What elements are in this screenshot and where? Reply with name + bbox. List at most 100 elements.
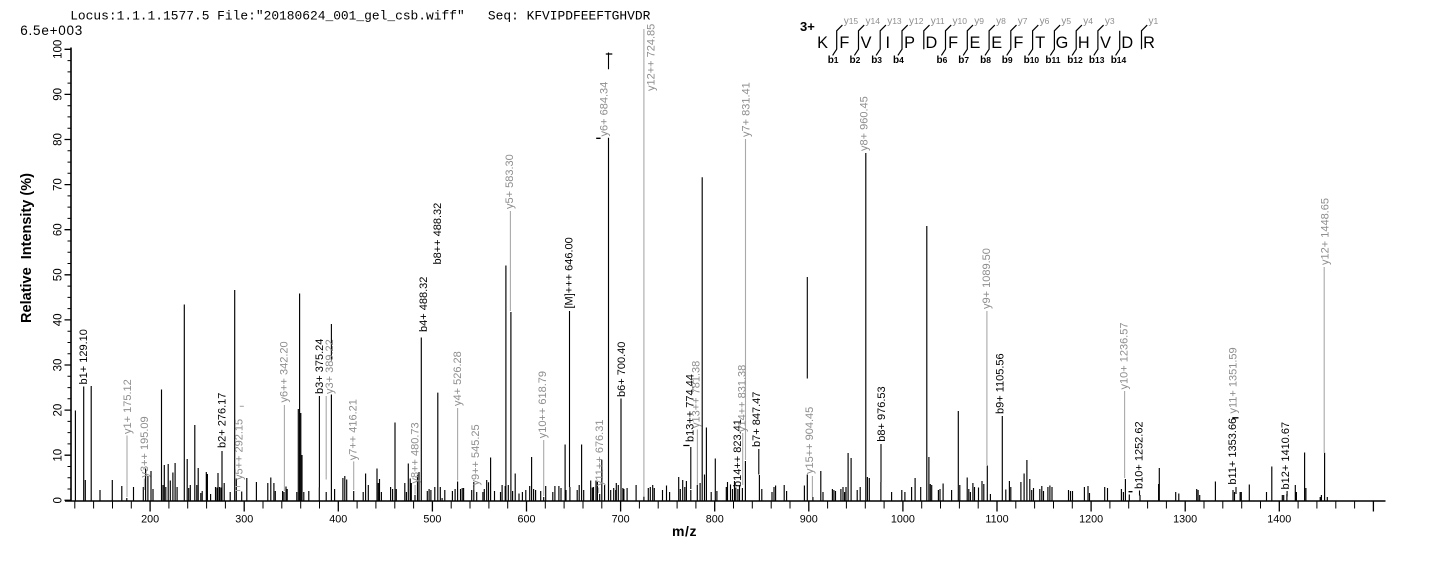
svg-text:90: 90	[53, 88, 65, 101]
svg-text:y14++ 831.38: y14++ 831.38	[736, 365, 748, 432]
svg-text:y6++ 342.20: y6++ 342.20	[279, 341, 291, 402]
svg-text:b10+ 1252.62: b10+ 1252.62	[1133, 421, 1145, 489]
svg-text:F: F	[948, 34, 958, 52]
svg-text:b8++ 488.32: b8++ 488.32	[432, 203, 444, 265]
svg-text:[M]+++ 646.00: [M]+++ 646.00	[564, 237, 576, 308]
svg-text:y11++ 676.31: y11++ 676.31	[594, 420, 606, 486]
svg-text:1000: 1000	[891, 514, 915, 526]
svg-text:R: R	[1143, 34, 1155, 52]
svg-text:b13: b13	[1089, 55, 1105, 66]
svg-text:y8++ 480.73: y8++ 480.73	[409, 422, 421, 483]
svg-text:b12: b12	[1067, 55, 1083, 66]
svg-text:y4+ 526.28: y4+ 526.28	[452, 351, 464, 406]
svg-text:y3++ 195.09: y3++ 195.09	[139, 416, 151, 477]
svg-text:6.5e+003: 6.5e+003	[20, 23, 83, 38]
svg-text:y5: y5	[1061, 16, 1071, 27]
svg-text:0: 0	[53, 497, 65, 503]
svg-text:b13++ 774.44: b13++ 774.44	[685, 374, 697, 442]
svg-text:P: P	[904, 34, 915, 52]
svg-text:y6: y6	[1040, 16, 1050, 27]
svg-text:b10: b10	[1024, 55, 1040, 66]
svg-text:50: 50	[53, 268, 65, 281]
svg-text:300: 300	[235, 514, 253, 526]
svg-text:400: 400	[329, 514, 347, 526]
svg-text:y5+ 583.30: y5+ 583.30	[504, 154, 516, 209]
svg-text:T: T	[1035, 34, 1045, 52]
svg-text:E: E	[969, 34, 980, 52]
svg-text:b14++ 823.41: b14++ 823.41	[732, 419, 744, 487]
svg-text:y15: y15	[844, 16, 859, 27]
svg-text:H: H	[1078, 34, 1090, 52]
svg-text:b2+ 276.17: b2+ 276.17	[217, 393, 229, 448]
svg-text:900: 900	[800, 514, 818, 526]
svg-text:V: V	[1100, 34, 1111, 52]
svg-text:D: D	[1121, 34, 1133, 52]
svg-text:b2: b2	[850, 55, 861, 66]
svg-text:y10++ 618.79: y10++ 618.79	[537, 371, 549, 438]
svg-text:800: 800	[706, 514, 724, 526]
svg-text:40: 40	[53, 314, 65, 327]
svg-text:y10: y10	[953, 16, 968, 27]
svg-text:100: 100	[53, 40, 65, 59]
svg-text:y3: y3	[1105, 16, 1115, 27]
svg-text:b14: b14	[1111, 55, 1127, 66]
svg-text:b9+ 1105.56: b9+ 1105.56	[995, 353, 1007, 414]
svg-text:y1+ 175.12: y1+ 175.12	[122, 379, 134, 434]
svg-text:500: 500	[423, 514, 441, 526]
svg-text:E: E	[991, 34, 1002, 52]
svg-text:K: K	[817, 34, 828, 52]
svg-text:y12+ 1448.65: y12+ 1448.65	[1320, 198, 1332, 265]
svg-text:b7+ 847.47: b7+ 847.47	[751, 392, 763, 447]
svg-text:b11: b11	[1045, 55, 1060, 66]
svg-text:b6+ 700.40: b6+ 700.40	[616, 342, 628, 397]
svg-text:y13++ 781.38: y13++ 781.38	[691, 361, 703, 428]
svg-text:b8: b8	[980, 55, 991, 66]
svg-text:y1: y1	[1149, 16, 1159, 27]
svg-text:y8: y8	[996, 16, 1006, 27]
svg-text:b4: b4	[893, 55, 904, 66]
svg-text:D: D	[926, 34, 938, 52]
svg-text:y8+ 960.45: y8+ 960.45	[859, 96, 871, 151]
svg-text:10: 10	[53, 449, 65, 462]
svg-text:y6+ 684.34: y6+ 684.34	[598, 82, 610, 137]
svg-text:y9: y9	[974, 16, 984, 27]
svg-text:F: F	[1013, 34, 1023, 52]
svg-text:y3+ 389.22: y3+ 389.22	[324, 339, 336, 394]
svg-text:y7+ 831.41: y7+ 831.41	[741, 82, 753, 137]
svg-text:b3+ 375.24: b3+ 375.24	[314, 339, 326, 394]
svg-text:Locus:1.1.1.1577.5 File:"20180: Locus:1.1.1.1577.5 File:"20180624_001_ge…	[70, 9, 650, 24]
svg-text:b7: b7	[958, 55, 969, 66]
svg-text:y4: y4	[1083, 16, 1093, 27]
svg-text:700: 700	[612, 514, 630, 526]
svg-text:y15++ 904.45: y15++ 904.45	[804, 407, 816, 474]
svg-text:F: F	[839, 34, 849, 52]
svg-text:1400: 1400	[1267, 514, 1291, 526]
svg-text:Relative Intensity (%): Relative Intensity (%)	[19, 173, 35, 323]
svg-text:m/z: m/z	[672, 523, 697, 539]
svg-text:y7: y7	[1018, 16, 1028, 27]
svg-text:1300: 1300	[1173, 514, 1197, 526]
svg-text:y7++ 416.21: y7++ 416.21	[348, 399, 360, 460]
svg-text:60: 60	[53, 223, 65, 236]
svg-text:y10+ 1236.57: y10+ 1236.57	[1119, 323, 1131, 390]
svg-text:b12+ 1410.67: b12+ 1410.67	[1280, 422, 1292, 490]
svg-text:3+: 3+	[800, 19, 815, 34]
svg-text:G: G	[1056, 34, 1069, 52]
svg-text:b8+ 976.53: b8+ 976.53	[876, 386, 888, 441]
svg-text:b4+ 488.32: b4+ 488.32	[418, 277, 430, 332]
svg-text:y11: y11	[931, 16, 945, 27]
svg-text:y13: y13	[887, 16, 902, 27]
svg-text:1100: 1100	[985, 514, 1008, 526]
svg-text:V: V	[861, 34, 872, 52]
svg-text:b11+ 1353.66: b11+ 1353.66	[1227, 418, 1239, 485]
svg-text:b3: b3	[871, 55, 882, 66]
svg-text:80: 80	[53, 133, 65, 146]
svg-text:y14: y14	[866, 16, 881, 27]
svg-text:70: 70	[53, 178, 65, 191]
svg-text:y12: y12	[909, 16, 924, 27]
svg-text:b6: b6	[937, 55, 948, 66]
svg-text:y12++ 724.85: y12++ 724.85	[646, 24, 658, 91]
svg-text:b1: b1	[828, 55, 839, 66]
svg-text:30: 30	[53, 359, 65, 372]
svg-text:20: 20	[53, 404, 65, 417]
